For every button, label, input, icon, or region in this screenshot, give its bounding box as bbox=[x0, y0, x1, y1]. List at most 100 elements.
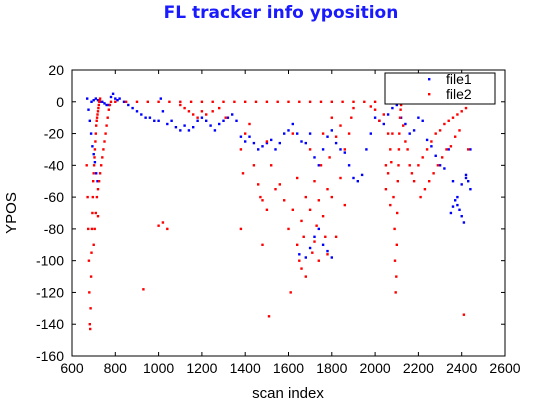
point-file1 bbox=[122, 100, 126, 103]
point-file1 bbox=[296, 132, 299, 135]
y-tick-label: 0 bbox=[56, 94, 64, 110]
point-file2 bbox=[87, 259, 91, 262]
point-file2 bbox=[398, 132, 401, 135]
y-axis-label: YPOS bbox=[3, 192, 20, 234]
x-tick-label: 2600 bbox=[489, 360, 520, 376]
point-file2 bbox=[274, 188, 277, 191]
point-file1 bbox=[395, 103, 398, 107]
point-file1 bbox=[451, 205, 455, 208]
point-file2 bbox=[88, 291, 91, 294]
point-file2 bbox=[428, 180, 431, 183]
x-tick-label: 2400 bbox=[446, 360, 477, 376]
point-file2 bbox=[94, 132, 97, 135]
point-file2 bbox=[467, 148, 470, 151]
point-file2 bbox=[321, 215, 325, 218]
point-file1 bbox=[467, 180, 470, 183]
point-file2 bbox=[462, 313, 466, 316]
point-file2 bbox=[233, 100, 236, 103]
point-file2 bbox=[396, 211, 399, 215]
point-file2 bbox=[106, 116, 109, 119]
point-file2 bbox=[287, 100, 290, 103]
point-file2 bbox=[91, 195, 94, 199]
point-file2 bbox=[200, 100, 204, 103]
point-file2 bbox=[92, 172, 95, 175]
point-file2 bbox=[311, 251, 314, 254]
point-file1 bbox=[157, 119, 160, 122]
axis-ticks: 600 800 1000 1200 1400 1600 1800 2000 2200 2400 26… bbox=[36, 62, 521, 376]
point-file2 bbox=[373, 100, 377, 103]
y-tick-label: -20 bbox=[44, 126, 64, 142]
point-file1 bbox=[89, 132, 93, 135]
point-file2 bbox=[378, 119, 381, 122]
point-file1 bbox=[313, 235, 316, 238]
point-file2 bbox=[179, 100, 182, 103]
point-file1 bbox=[464, 176, 468, 180]
point-file2 bbox=[90, 251, 93, 254]
point-file1 bbox=[140, 113, 143, 116]
point-file2 bbox=[382, 113, 385, 116]
point-file2 bbox=[93, 148, 97, 151]
point-file2 bbox=[393, 227, 396, 231]
point-file2 bbox=[384, 164, 388, 167]
point-file2 bbox=[200, 110, 204, 113]
point-file2 bbox=[109, 100, 113, 103]
point-file2 bbox=[404, 140, 407, 143]
point-file2 bbox=[406, 148, 409, 151]
point-file1 bbox=[159, 97, 162, 100]
point-file2 bbox=[291, 132, 294, 135]
point-file2 bbox=[205, 113, 208, 116]
point-file2 bbox=[412, 180, 416, 183]
point-file2 bbox=[189, 100, 193, 103]
point-file1 bbox=[382, 122, 385, 126]
point-file1 bbox=[265, 141, 269, 145]
point-file1 bbox=[330, 256, 333, 259]
point-file1 bbox=[326, 249, 329, 253]
point-file2 bbox=[244, 132, 247, 135]
point-file1 bbox=[88, 119, 91, 122]
point-file1 bbox=[148, 116, 152, 119]
point-file2 bbox=[394, 291, 397, 294]
point-file2 bbox=[289, 291, 292, 294]
point-file1 bbox=[462, 221, 466, 224]
point-file2 bbox=[384, 188, 388, 191]
point-file2 bbox=[157, 100, 160, 103]
point-file2 bbox=[98, 172, 102, 175]
point-file2 bbox=[339, 176, 342, 180]
point-file1 bbox=[454, 199, 457, 202]
point-file2 bbox=[183, 106, 186, 110]
point-file2 bbox=[270, 164, 273, 167]
point-file2 bbox=[300, 267, 303, 270]
point-file1 bbox=[425, 138, 429, 142]
point-file1 bbox=[434, 154, 437, 157]
point-file1 bbox=[456, 195, 459, 199]
point-file2 bbox=[352, 100, 355, 103]
point-file2 bbox=[317, 199, 320, 202]
point-file1 bbox=[213, 129, 217, 132]
x-tick-label: 2200 bbox=[403, 360, 434, 376]
point-file1 bbox=[111, 92, 115, 95]
point-file2 bbox=[91, 211, 94, 215]
point-file2 bbox=[146, 100, 149, 103]
point-file1 bbox=[261, 145, 264, 148]
legend-markers bbox=[428, 78, 431, 96]
point-file1 bbox=[430, 145, 433, 148]
y-tick-label: -60 bbox=[44, 189, 64, 205]
point-file1 bbox=[458, 208, 461, 211]
point-file2 bbox=[101, 156, 104, 159]
point-file1 bbox=[460, 215, 463, 218]
x-axis-label: scan index bbox=[252, 385, 324, 402]
legend-marker-file1 bbox=[428, 78, 431, 81]
point-file2 bbox=[211, 100, 214, 103]
point-file1 bbox=[93, 161, 97, 164]
point-file2 bbox=[423, 188, 427, 191]
x-tick-label: 600 bbox=[60, 360, 84, 376]
point-file1 bbox=[86, 97, 89, 100]
point-file2 bbox=[103, 140, 106, 143]
point-file2 bbox=[259, 195, 262, 199]
point-file2 bbox=[85, 164, 88, 167]
point-file1 bbox=[231, 113, 234, 116]
point-file2 bbox=[300, 219, 303, 223]
point-file2 bbox=[343, 148, 346, 151]
point-file1 bbox=[421, 119, 424, 122]
point-file2 bbox=[261, 243, 264, 246]
